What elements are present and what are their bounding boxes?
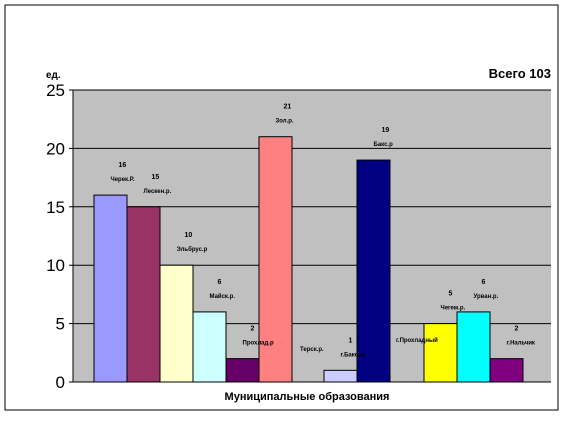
- total-label: Всего 103: [489, 66, 551, 81]
- bar: [423, 323, 458, 383]
- bar: [323, 369, 358, 383]
- bar: [225, 358, 260, 383]
- bar: [159, 264, 194, 383]
- data-label-value: 21: [284, 104, 292, 111]
- data-label-value: 6: [218, 279, 222, 286]
- data-label-name: Бакс.р: [374, 142, 394, 148]
- data-label-value: 15: [152, 174, 160, 181]
- bar: [93, 194, 128, 383]
- data-label-value: 10: [185, 232, 193, 239]
- data-label-name: Урван.р.: [474, 294, 499, 300]
- bar: [258, 136, 293, 383]
- bars: [93, 136, 524, 383]
- y-tick-label: 25: [46, 81, 65, 100]
- data-label-name: Эльбрус.р: [177, 246, 208, 253]
- x-axis-label: Муниципальные образования: [225, 391, 390, 403]
- y-tick-label: 0: [56, 373, 65, 392]
- extra-label: г.Прохладный: [396, 337, 438, 344]
- data-label-name: Прохлад.р: [243, 341, 274, 347]
- data-label-value: 5: [449, 291, 453, 298]
- y-tick-label: 5: [56, 315, 65, 334]
- y-tick-label: 10: [46, 256, 65, 275]
- extra-label: Терск.р.: [300, 347, 324, 353]
- data-label-value: 2: [251, 326, 255, 333]
- bar: [489, 358, 524, 383]
- data-label-value: 1: [349, 337, 353, 344]
- bar: [356, 159, 391, 383]
- y-tick-labels: 0 5 10 15 20 25: [46, 81, 73, 392]
- data-label-name: Лескен.р.: [144, 189, 172, 195]
- data-label-name: Чегем.р.: [441, 306, 466, 312]
- bar: [192, 311, 227, 383]
- data-label-value: 6: [482, 279, 486, 286]
- y-tick-label: 20: [46, 139, 65, 158]
- data-label-name: г.Баксан: [341, 352, 366, 358]
- y-axis-label: ед.: [46, 70, 61, 81]
- data-label-value: 2: [515, 326, 519, 333]
- data-label-name: Черек.Р.: [111, 177, 135, 183]
- data-label-name: Зол.р.: [276, 119, 294, 125]
- data-label-value: 16: [119, 162, 127, 169]
- y-tick-label: 15: [46, 198, 65, 217]
- data-label-name: Майск.р.: [210, 293, 236, 300]
- bar: [456, 311, 491, 383]
- data-label-value: 19: [382, 127, 390, 134]
- data-label-name: г.Нальчик: [507, 341, 535, 347]
- bar: [126, 206, 161, 383]
